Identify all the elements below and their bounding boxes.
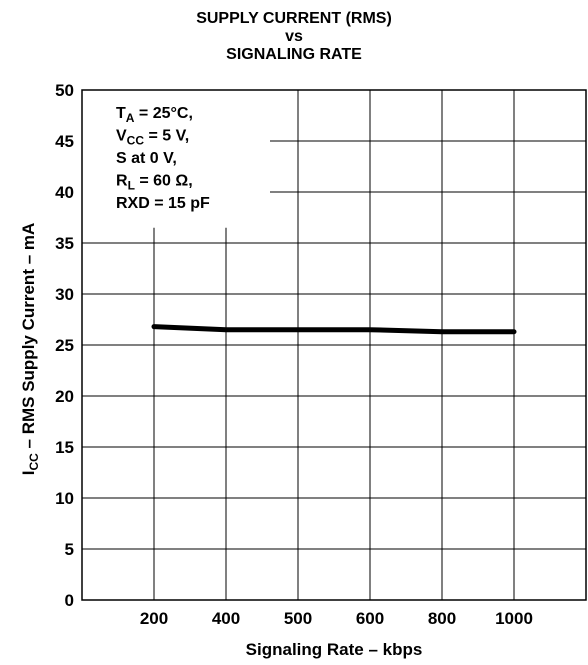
y-tick-label: 15 — [55, 438, 74, 457]
x-tick-label: 400 — [212, 609, 240, 628]
chart-title-line-1: SUPPLY CURRENT (RMS) — [196, 10, 392, 27]
series-line — [151, 324, 517, 335]
y-tick-label: 45 — [55, 132, 74, 151]
chart-title-line-3: SIGNALING RATE — [226, 46, 362, 63]
y-tick-label: 20 — [55, 387, 74, 406]
y-tick-label: 25 — [55, 336, 74, 355]
y-tick-label: 10 — [55, 489, 74, 508]
plot-frame — [81, 89, 587, 601]
y-tick-label: 40 — [55, 183, 74, 202]
x-tick-label: 1000 — [495, 609, 533, 628]
condition-line: TA = 25°C, — [116, 105, 193, 125]
y-tick-label: 50 — [55, 81, 74, 100]
condition-line: RL = 60 Ω, — [116, 173, 193, 193]
condition-line: RXD = 15 pF — [116, 195, 210, 212]
y-tick-label: 35 — [55, 234, 74, 253]
y-tick-label: 5 — [65, 540, 74, 559]
chart-title-line-2: vs — [285, 28, 303, 45]
y-tick-label: 0 — [65, 591, 74, 610]
x-tick-label: 500 — [284, 609, 312, 628]
x-tick-label: 600 — [356, 609, 384, 628]
y-axis-label: ICC – RMS Supply Current – mA — [19, 223, 41, 476]
condition-line: VCC = 5 V, — [116, 128, 189, 148]
condition-line: S at 0 V, — [116, 150, 177, 167]
x-tick-label: 800 — [428, 609, 456, 628]
x-axis-label: Signaling Rate – kbps — [246, 640, 423, 659]
x-tick-label: 200 — [140, 609, 168, 628]
y-tick-label: 30 — [55, 285, 74, 304]
